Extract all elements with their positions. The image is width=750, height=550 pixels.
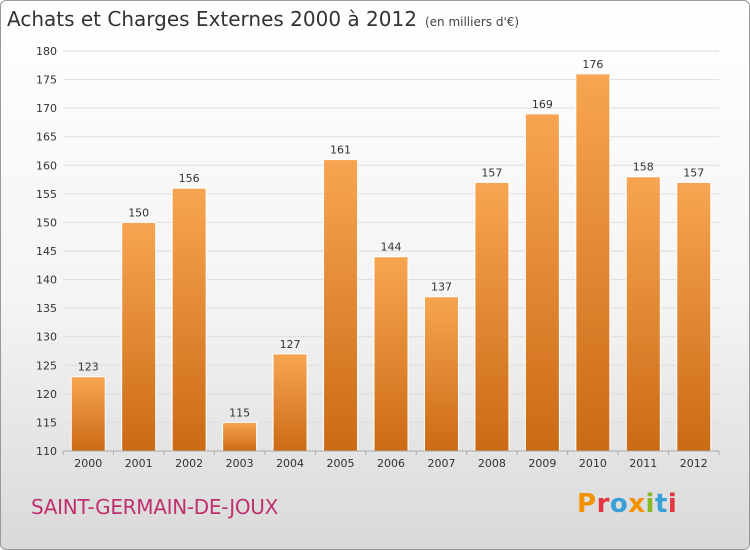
x-tick-label: 2001 — [125, 457, 153, 470]
logo-letter: r — [596, 489, 610, 519]
y-tick-label: 135 — [36, 302, 57, 315]
x-tick-label: 2007 — [427, 457, 455, 470]
x-tick-label: 2012 — [680, 457, 708, 470]
y-tick-label: 130 — [36, 331, 57, 344]
y-tick-label: 155 — [36, 188, 57, 201]
y-tick-label: 165 — [36, 131, 57, 144]
logo-letter: P — [577, 489, 597, 519]
y-tick-label: 175 — [36, 74, 57, 87]
value-label: 169 — [532, 98, 553, 111]
y-tick-label: 170 — [36, 102, 57, 115]
value-label: 137 — [431, 281, 452, 294]
value-label: 115 — [229, 406, 250, 419]
chart-title: Achats et Charges Externes 2000 à 2012 (e… — [7, 7, 519, 31]
y-tick-label: 160 — [36, 159, 57, 172]
y-tick-label: 140 — [36, 274, 57, 287]
value-label: 144 — [381, 241, 402, 254]
value-label: 127 — [280, 338, 301, 351]
y-tick-label: 180 — [36, 45, 57, 58]
value-label: 150 — [128, 206, 149, 219]
x-tick-label: 2006 — [377, 457, 405, 470]
y-tick-label: 120 — [36, 388, 57, 401]
x-tick-label: 2008 — [478, 457, 506, 470]
value-label: 176 — [582, 58, 603, 71]
y-tick-label: 110 — [36, 445, 57, 458]
logo-letter: i — [645, 489, 655, 519]
x-tick-label: 2011 — [629, 457, 657, 470]
value-label: 161 — [330, 144, 351, 157]
value-label: 123 — [78, 361, 99, 374]
x-tick-label: 2002 — [175, 457, 203, 470]
x-tick-label: 2000 — [74, 457, 102, 470]
bar — [423, 296, 459, 452]
logo-letter: t — [654, 489, 668, 519]
value-label: 157 — [481, 166, 502, 179]
proxiti-logo: Proxiti — [577, 489, 677, 519]
value-labels: 123 150 156 115 127 161 144 137 157 169 176 158 157 — [78, 58, 705, 420]
bar — [171, 187, 207, 452]
commune-name: SAINT-GERMAIN-DE-JOUX — [31, 495, 279, 519]
y-axis-ticks: 110 115 120 125 130 135 140 145 150 155 160 165 170 1… — [36, 45, 57, 458]
x-tick-label: 2009 — [528, 457, 556, 470]
bar — [474, 181, 510, 452]
bar — [373, 256, 409, 452]
y-tick-label: 125 — [36, 359, 57, 372]
bar — [323, 159, 359, 452]
chart-title-text: Achats et Charges Externes 2000 à 2012 — [7, 7, 417, 31]
bar — [222, 421, 258, 452]
logo-letter: o — [609, 489, 629, 519]
x-tick-label: 2004 — [276, 457, 304, 470]
bar — [121, 221, 157, 452]
x-axis-ticks: 2000 2001 2002 2003 2004 2005 2006 2007 2008 2009… — [62, 451, 720, 470]
bar — [70, 376, 106, 452]
bar — [625, 176, 661, 452]
x-tick-label: 2010 — [579, 457, 607, 470]
bar — [524, 113, 560, 452]
value-label: 157 — [683, 166, 704, 179]
bar — [676, 181, 712, 452]
value-label: 156 — [179, 172, 200, 185]
chart-unit: (en milliers d'€) — [424, 15, 520, 29]
logo-letter: i — [667, 489, 678, 519]
y-tick-label: 145 — [36, 245, 57, 258]
bar — [272, 353, 308, 452]
y-tick-label: 150 — [36, 216, 57, 229]
value-label: 158 — [633, 161, 654, 174]
y-tick-label: 115 — [36, 416, 57, 429]
x-tick-label: 2005 — [327, 457, 355, 470]
x-tick-label: 2003 — [226, 457, 254, 470]
bar — [575, 73, 611, 452]
logo-letter: x — [628, 489, 646, 519]
bars — [70, 73, 712, 452]
